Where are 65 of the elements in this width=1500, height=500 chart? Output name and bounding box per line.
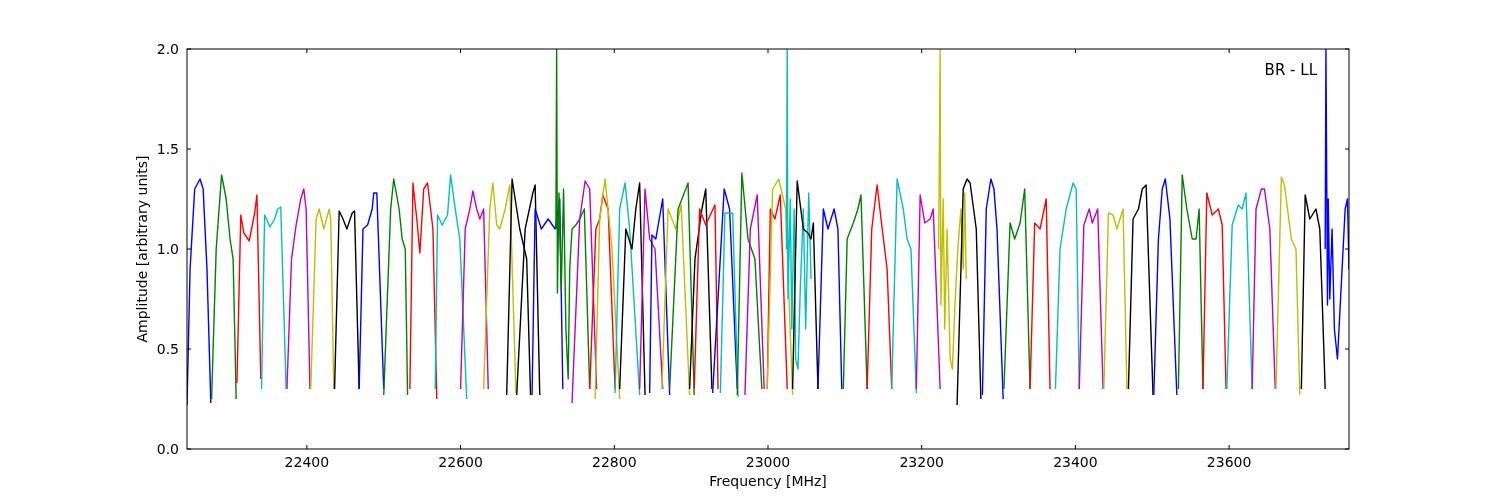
line-series xyxy=(409,182,438,400)
x-tick-label: 22800 xyxy=(592,454,637,470)
line-series xyxy=(744,194,765,396)
line-series xyxy=(956,178,982,406)
y-axis-title: Amplitude [arbitrary units] xyxy=(134,155,150,343)
line-series xyxy=(589,194,616,390)
y-tick-label: 1.0 xyxy=(156,240,179,257)
line-series xyxy=(614,182,641,396)
line-series xyxy=(1078,208,1104,390)
line-series xyxy=(236,194,262,384)
x-tick-label: 23400 xyxy=(1053,454,1098,470)
line-series xyxy=(482,182,517,394)
line-series xyxy=(618,182,646,396)
line-series xyxy=(594,178,621,400)
x-axis-title: Frequency [MHz] xyxy=(709,473,827,489)
line-series xyxy=(736,172,763,396)
annotation: BR - LL xyxy=(1264,61,1318,79)
y-tick-label: 0.0 xyxy=(156,440,179,457)
x-tick-label: 22600 xyxy=(438,454,483,470)
line-series xyxy=(661,204,691,396)
line-series xyxy=(791,180,819,390)
x-tick-label: 23600 xyxy=(1206,454,1252,470)
y-tick-label: 2.0 xyxy=(156,40,179,57)
line-series xyxy=(1054,182,1080,390)
line-series xyxy=(981,178,1004,400)
line-series xyxy=(937,49,967,370)
line-series xyxy=(1003,188,1031,390)
line-series xyxy=(310,208,335,390)
line-series xyxy=(1153,178,1178,396)
line-series xyxy=(260,206,287,390)
line-series xyxy=(1226,192,1253,390)
line-series xyxy=(1103,208,1128,390)
line-series xyxy=(383,178,409,396)
line-series xyxy=(459,190,489,390)
line-series xyxy=(668,182,695,396)
x-tick-label: 23000 xyxy=(745,454,791,470)
line-series xyxy=(866,184,893,390)
line-series xyxy=(1029,198,1051,390)
line-series xyxy=(358,192,385,390)
y-tick-label: 1.5 xyxy=(156,140,179,157)
line-series xyxy=(1324,49,1349,360)
line-series xyxy=(1127,184,1154,396)
line-series xyxy=(286,188,311,390)
line-series xyxy=(891,178,918,394)
x-tick-label: 23200 xyxy=(899,454,944,470)
line-series xyxy=(688,188,713,390)
y-tick-label: 0.5 xyxy=(156,340,179,357)
x-tick-label: 22400 xyxy=(284,454,330,470)
line-series xyxy=(842,194,868,390)
line-series xyxy=(1251,188,1276,390)
line-series xyxy=(1202,192,1227,390)
line-series xyxy=(1300,194,1326,390)
line-series xyxy=(785,49,812,370)
line-series xyxy=(187,178,212,406)
line-series xyxy=(711,188,738,394)
line-series xyxy=(1275,176,1301,396)
line-series xyxy=(1177,174,1204,390)
line-series xyxy=(434,174,468,400)
line-series xyxy=(915,194,941,390)
line-series xyxy=(648,198,671,396)
line-series xyxy=(333,210,360,390)
line-series xyxy=(693,204,719,390)
line-series xyxy=(210,174,237,400)
line-series xyxy=(571,180,598,404)
line-series xyxy=(638,188,664,390)
